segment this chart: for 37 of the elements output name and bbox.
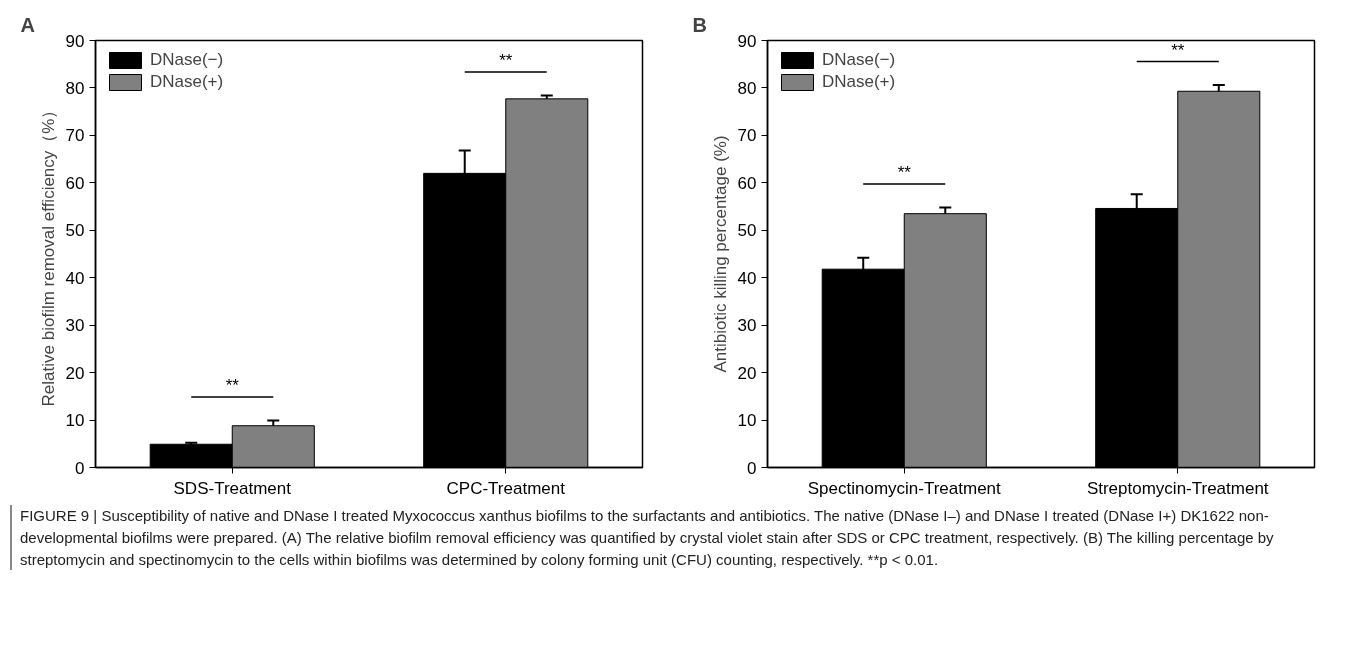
y-tick-label: 10 <box>737 411 757 431</box>
y-tick-label: 30 <box>737 316 757 336</box>
x-tick-label: Spectinomycin-Treatment <box>807 478 1002 498</box>
caption: FIGURE 9 | Susceptibility of native and DNase I treated Myxococcus xanthus biofilms to the surfactants and antibiotics. The native (DNase I–) and DNase I treated (DNase I+) DK1622 non-developmental biofilms were prepared. (A) The relative biofilm removal efficiency was quantified by crystal violet stain after SDS or CPC treatment, respectively. (B) The killing percentage by streptomycin and spectinomycin to the cells within biofilms was determined by colony forming unit (CFU) counting, respectively. **p < 0.01. <box>20 506 1275 570</box>
annotation: ** <box>1171 40 1185 60</box>
legend-label: DNase(+) <box>150 72 224 92</box>
x-tick-label: Streptomycin-Treatment <box>1086 478 1269 498</box>
y-tick-label: 50 <box>737 221 757 241</box>
y-tick-label: 40 <box>65 268 85 288</box>
y-tick-label: 20 <box>737 363 757 383</box>
legend-label: DNase(−) <box>150 50 224 70</box>
y-tick-label: 0 <box>747 458 757 478</box>
legend-label: DNase(+) <box>822 72 896 92</box>
y-tick-label: 90 <box>737 31 757 51</box>
annotation: ** <box>225 376 240 396</box>
y-tick-label: 60 <box>65 173 85 193</box>
annotation: ** <box>499 51 513 71</box>
annotation: ** <box>897 163 912 183</box>
y-tick-label: 10 <box>65 411 85 431</box>
y-tick-label: 40 <box>737 268 757 288</box>
y-tick-label: 20 <box>65 363 85 383</box>
chart-title: B <box>692 13 707 36</box>
chart-title: A <box>20 13 35 36</box>
y-tick-label: 60 <box>737 173 757 193</box>
y-tick-label: 80 <box>737 78 757 98</box>
legend-label: DNase(−) <box>822 50 896 70</box>
y-tick-label: 80 <box>65 78 85 98</box>
y-tick-label: 30 <box>65 316 85 336</box>
x-tick-label: CPC-Treatment <box>446 478 566 498</box>
y-tick-label: 90 <box>65 31 85 51</box>
y-tick-label: 0 <box>75 458 85 478</box>
y-axis-title: Antibiotic killing percentage (%) <box>710 135 730 373</box>
x-tick-label: SDS-Treatment <box>173 478 292 498</box>
y-tick-label: 70 <box>65 126 85 146</box>
y-tick-label: 50 <box>65 221 85 241</box>
y-tick-label: 70 <box>737 126 757 146</box>
y-axis-title: Relative biofilm removal efficiency（%） <box>38 101 58 407</box>
